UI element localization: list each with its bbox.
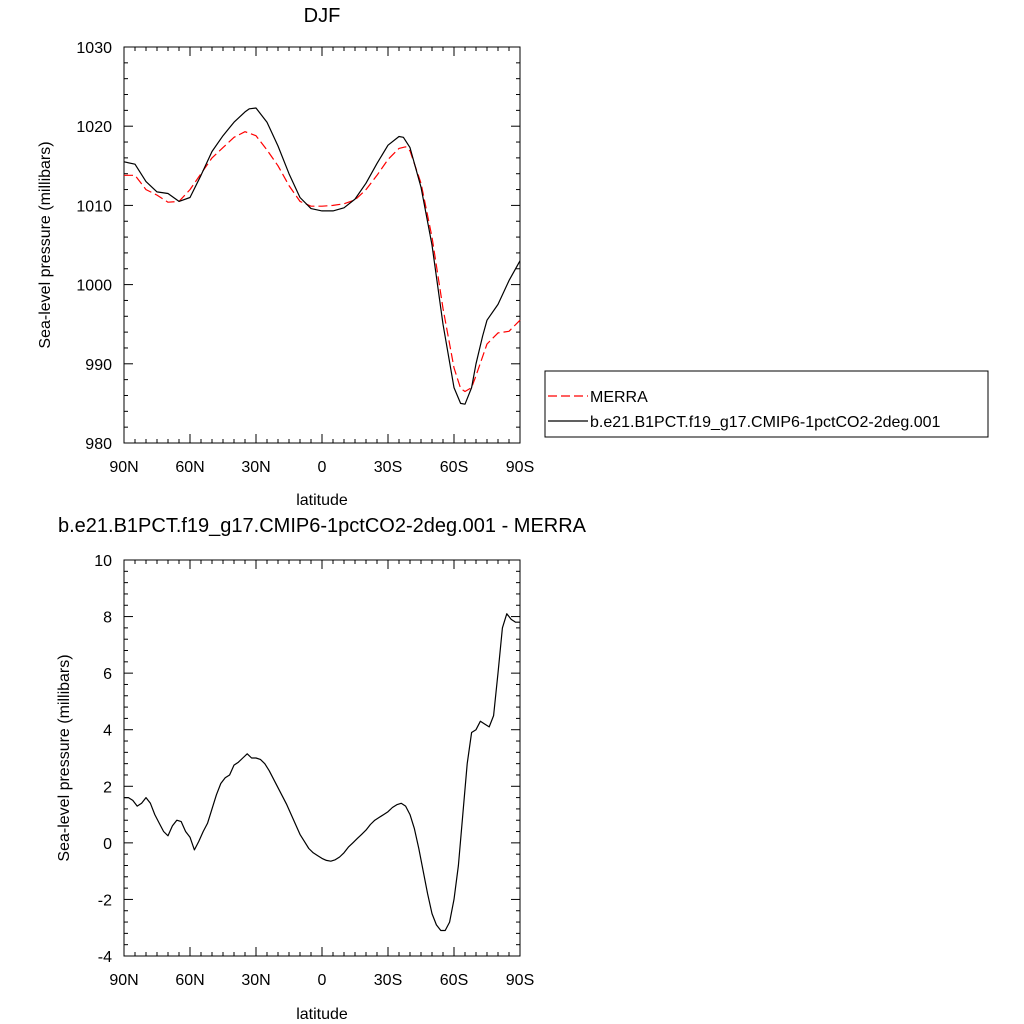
bottom-chart-title: b.e21.B1PCT.f19_g17.CMIP6-1pctCO2-2deg.0…	[58, 515, 587, 537]
x-tick-label: 0	[318, 459, 327, 476]
x-tick-label: 60N	[175, 972, 204, 989]
series-line-0	[124, 613, 520, 932]
y-tick-label: 4	[103, 723, 112, 740]
top-plot-area: 90N 60N 30N 0 30S 60S 90S 980 990 1000 1010 1020 103…	[76, 40, 534, 476]
legend-box	[544, 370, 989, 438]
x-tick-label: 0	[318, 972, 327, 989]
top-x-axis-label: latitude	[296, 492, 348, 509]
bottom-x-axis-label: latitude	[296, 1006, 348, 1023]
x-tick-label: 30S	[374, 459, 402, 476]
x-tick-label: 60N	[175, 459, 204, 476]
x-tick-label: 90S	[506, 459, 534, 476]
series-line-0	[124, 131, 521, 393]
top-chart-title: DJF	[304, 5, 341, 27]
x-tick-label: 90N	[109, 972, 138, 989]
y-tick-label: 6	[103, 666, 112, 683]
bottom-y-axis-label: Sea-level pressure (millibars)	[56, 654, 73, 861]
legend-label-1: b.e21.B1PCT.f19_g17.CMIP6-1pctCO2-2deg.0…	[590, 414, 941, 431]
plot-frame	[123, 46, 521, 444]
y-tick-label: 1010	[76, 198, 112, 215]
y-tick-label: 1020	[76, 119, 112, 136]
top-panel-djf: DJF 90N 60N 30N 0 30S 60S 90S 980 990 1000 1010 102…	[37, 5, 989, 509]
y-tick-label: 980	[85, 436, 112, 453]
x-tick-label: 60S	[440, 459, 468, 476]
plot-frame	[123, 559, 521, 957]
x-tick-label: 30S	[374, 972, 402, 989]
x-tick-label: 90S	[506, 972, 534, 989]
x-tick-label: 30N	[241, 972, 270, 989]
series-line-1	[123, 107, 521, 405]
y-tick-label: 1000	[76, 278, 112, 295]
legend: MERRA b.e21.B1PCT.f19_g17.CMIP6-1pctCO2-2…	[544, 370, 989, 438]
x-tick-label: 30N	[241, 459, 270, 476]
top-y-axis-label: Sea-level pressure (millibars)	[37, 141, 54, 348]
y-tick-label: -2	[98, 892, 112, 909]
y-tick-label: 0	[103, 836, 112, 853]
y-tick-label: 8	[103, 610, 112, 627]
bottom-plot-area: 90N 60N 30N 0 30S 60S 90S -4 -2 0 2 4 6 8 10	[94, 553, 534, 989]
legend-label-0: MERRA	[590, 389, 648, 406]
y-tick-label: -4	[98, 949, 112, 966]
x-tick-label: 60S	[440, 972, 468, 989]
y-tick-label: 990	[85, 357, 112, 374]
y-tick-label: 2	[103, 779, 112, 796]
y-tick-label: 10	[94, 553, 112, 570]
x-tick-label: 90N	[109, 459, 138, 476]
y-tick-label: 1030	[76, 40, 112, 57]
bottom-panel-difference: b.e21.B1PCT.f19_g17.CMIP6-1pctCO2-2deg.0…	[56, 515, 587, 1023]
